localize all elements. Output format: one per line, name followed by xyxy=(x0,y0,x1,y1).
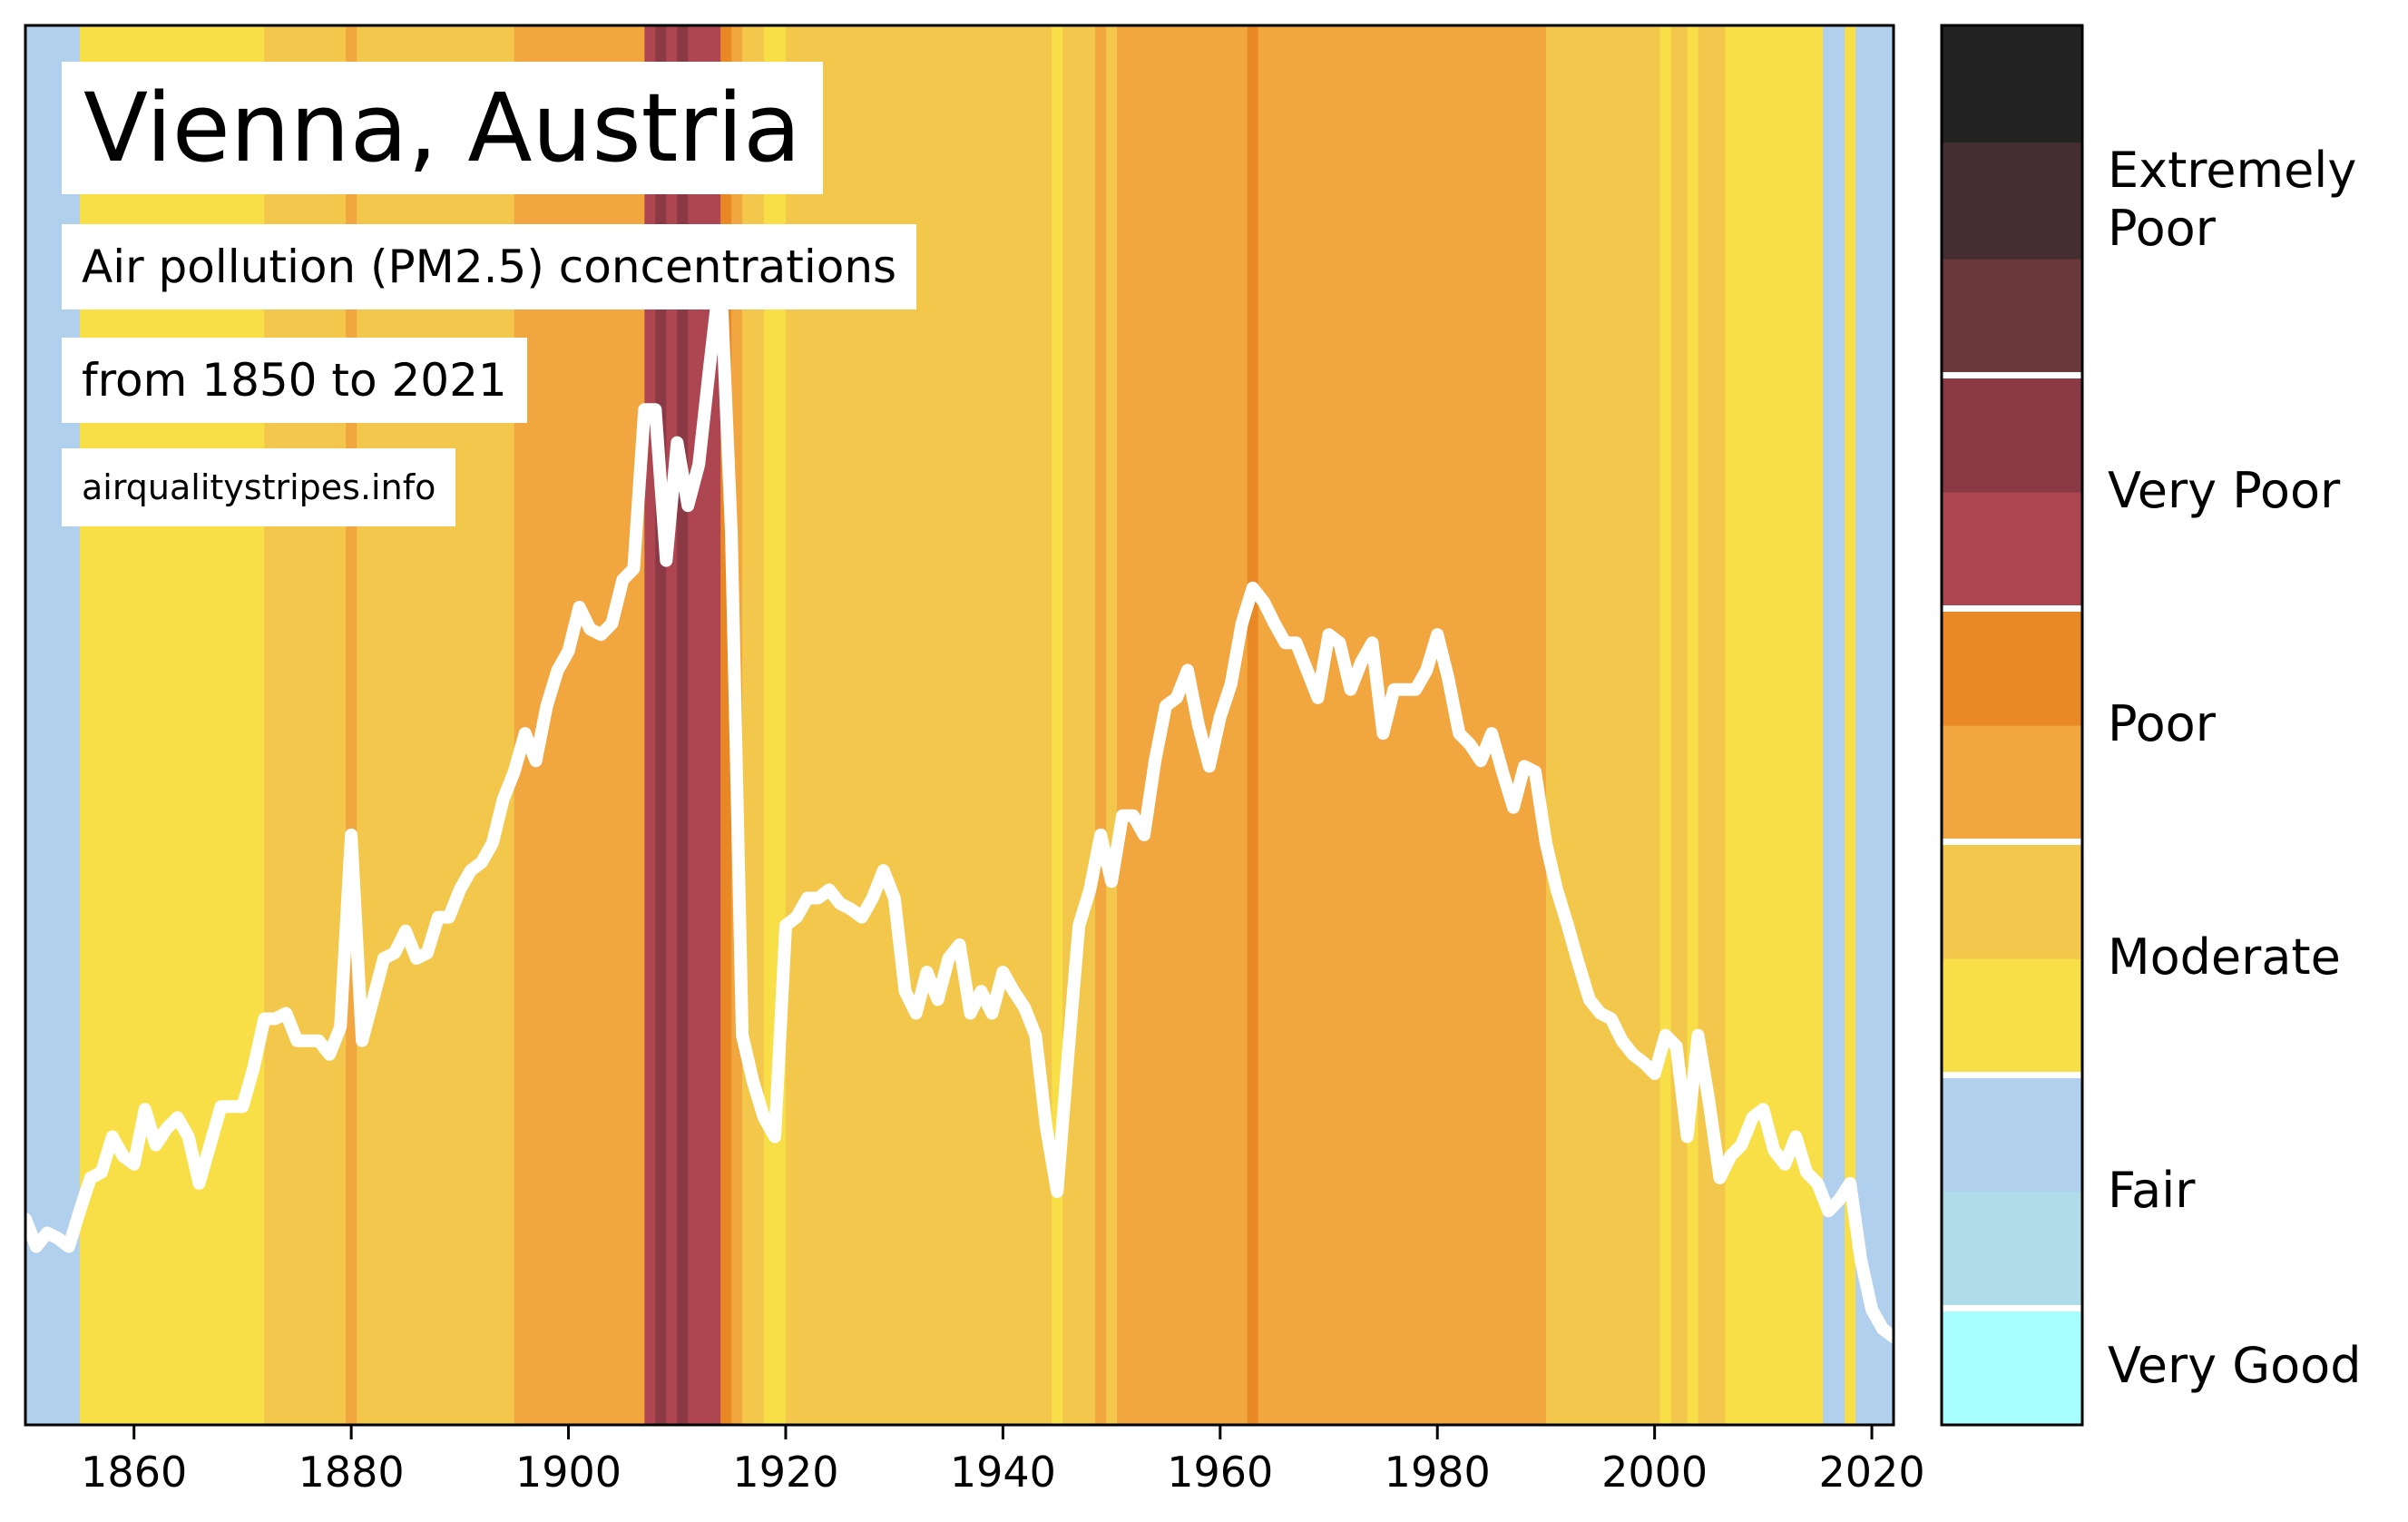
stripe-2006.5 xyxy=(1725,25,1824,1425)
stripe-2000.5 xyxy=(1659,25,1672,1425)
stripe-1962.5 xyxy=(1247,25,1259,1425)
colorbar-labels: Very Good Fair Moderate Poor Very Poor Extrem… xyxy=(2108,142,2362,1394)
chart-subtitle-line2: from 1850 to 2021 xyxy=(62,338,527,423)
stripe-1907 xyxy=(644,25,656,1425)
colorbar-swatch xyxy=(1942,1192,2082,1310)
stripe-1910 xyxy=(677,25,689,1425)
x-tick-label-2000: 2000 xyxy=(1601,1448,1708,1497)
colorbar-swatch xyxy=(1942,375,2082,493)
stripe-1909 xyxy=(666,25,678,1425)
colorbar-swatch xyxy=(1942,725,2082,843)
stripe-1908 xyxy=(655,25,667,1425)
colorbar-swatch xyxy=(1942,841,2082,959)
colorbar-swatch xyxy=(1942,608,2082,726)
x-tick-label-1920: 1920 xyxy=(732,1448,838,1497)
colorbar-frame xyxy=(1940,24,2084,1427)
colorbar-swatch xyxy=(1942,25,2082,143)
x-tick-label-1880: 1880 xyxy=(299,1448,405,1497)
x-tick-label-1980: 1980 xyxy=(1385,1448,1491,1497)
stripe-2017.5 xyxy=(1845,25,1856,1425)
colorbar-label: Poor xyxy=(2108,695,2217,752)
stripe-1911 xyxy=(688,25,700,1425)
colorbar-swatch xyxy=(1942,492,2082,610)
colorbar-swatch xyxy=(1942,1308,2082,1426)
stripe-1850 xyxy=(25,25,37,1425)
stripe-1945.5 xyxy=(1062,25,1096,1425)
stripe-2003 xyxy=(1687,25,1699,1425)
plot-frame xyxy=(24,24,1895,1427)
colorbar-label: Very Poor xyxy=(2108,462,2341,519)
colorbar-label: Poor xyxy=(2108,200,2217,257)
source-url: airqualitystripes.info xyxy=(62,448,456,526)
colorbar-label: Very Good xyxy=(2108,1337,2362,1394)
stripe-1963.5 xyxy=(1258,25,1547,1425)
x-tick-label-1940: 1940 xyxy=(950,1448,1056,1497)
colorbar-swatch xyxy=(1942,259,2082,377)
x-tick-label-2020: 2020 xyxy=(1819,1448,1925,1497)
x-tick-label-1900: 1900 xyxy=(515,1448,622,1497)
colorbar-label: Extremely xyxy=(2108,142,2356,199)
x-axis: 1860 1880 1900 1920 1940 1960 1980 2000 2020 xyxy=(81,1425,1925,1497)
stripe-1948.5 xyxy=(1095,25,1107,1425)
stripe-2004 xyxy=(1698,25,1727,1425)
stripe-1990 xyxy=(1545,25,1661,1425)
stripe-1950.5 xyxy=(1117,25,1248,1425)
x-tick-label-1960: 1960 xyxy=(1167,1448,1273,1497)
pm25-trend-line xyxy=(19,266,1900,1344)
stripe-1944.5 xyxy=(1052,25,1063,1425)
colorbar-swatch xyxy=(1942,958,2082,1076)
colorbar-label: Fair xyxy=(2108,1162,2196,1219)
stripe-2001.5 xyxy=(1670,25,1689,1425)
stripe-2018.5 xyxy=(1855,25,1894,1425)
colorbar xyxy=(1940,24,2084,1427)
colorbar-swatch xyxy=(1942,142,2082,260)
chart-title: Vienna, Austria xyxy=(62,62,823,194)
stripe-1949.5 xyxy=(1106,25,1118,1425)
chart-subtitle-line1: Air pollution (PM2.5) concentrations xyxy=(62,224,917,309)
colorbar-swatch xyxy=(1942,1075,2082,1193)
x-tick-label-1860: 1860 xyxy=(81,1448,187,1497)
colorbar-label: Moderate xyxy=(2108,928,2341,986)
